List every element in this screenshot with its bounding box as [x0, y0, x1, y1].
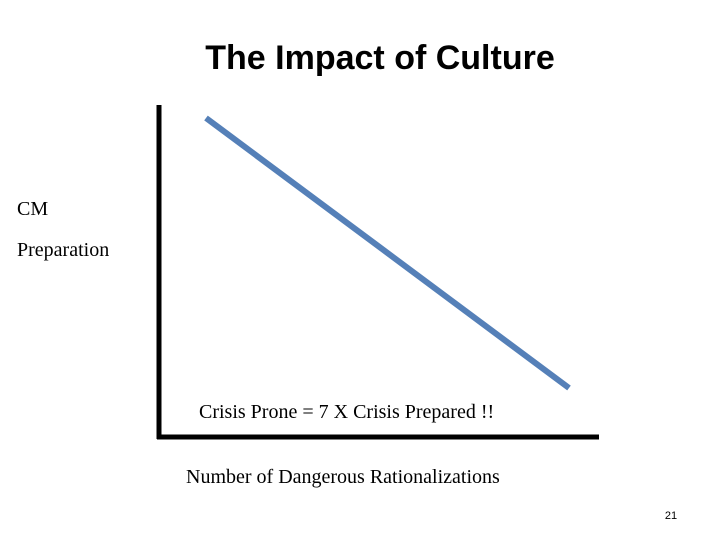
y-axis-label: Preparation: [17, 239, 109, 261]
x-axis-label: Number of Dangerous Rationalizations: [186, 466, 500, 488]
annotation: Crisis Prone = 7 X Crisis Prepared !!: [199, 401, 494, 423]
page-number: 21: [665, 510, 677, 522]
slide-title: The Impact of Culture: [205, 39, 554, 77]
trend-line: [204, 115, 571, 391]
y-axis-label: CM: [17, 198, 48, 220]
